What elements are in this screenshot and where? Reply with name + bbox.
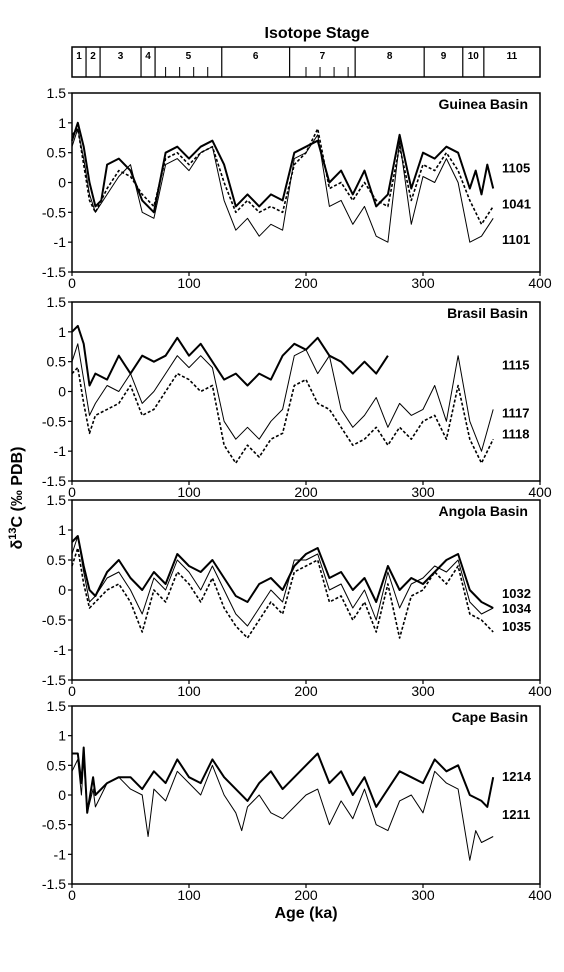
x-tick-label: 200 (294, 484, 318, 500)
y-tick-label: 1.5 (47, 294, 67, 310)
stage-label-5: 5 (186, 51, 192, 62)
y-tick-label: -0.5 (42, 612, 66, 628)
y-tick-label: 0 (58, 175, 66, 191)
basin-title: Guinea Basin (439, 96, 528, 112)
x-tick-label: 400 (528, 275, 552, 291)
series-label-1211: 1211 (502, 807, 530, 822)
series-line-1032 (71, 535, 494, 609)
stage-label-2: 2 (90, 51, 96, 62)
series-label-1117: 1117 (502, 405, 530, 420)
x-tick-label: 400 (528, 683, 552, 699)
x-tick-label: 200 (294, 683, 318, 699)
basin-title: Angola Basin (439, 503, 528, 519)
series-label-1032: 1032 (502, 586, 531, 601)
panel-brasil-basin: -1.5 -1 -0.5 0 0.5 1 1.5 0 100 200 300 400 Brasil Ba… (42, 294, 552, 500)
panel-guinea-basin: -1.5 -1 -0.5 0 0.5 1 1.5 0 100 200 300 400 Guinea Ba… (42, 85, 552, 291)
series-line-1041 (71, 128, 494, 226)
stage-label-11: 11 (507, 51, 518, 62)
y-tick-label: 0 (58, 582, 66, 598)
x-tick-label: 0 (68, 683, 76, 699)
series-line-1034 (71, 535, 494, 627)
y-tick-label: 1 (58, 522, 66, 538)
stage-label-3: 3 (118, 51, 124, 62)
y-tick-label: 1 (58, 324, 66, 340)
x-tick-label: 200 (294, 887, 318, 903)
y-tick-label: -0.5 (42, 413, 66, 429)
series-label-1105: 1105 (502, 161, 530, 176)
series-label-1034: 1034 (502, 601, 532, 616)
x-tick-label: 300 (411, 683, 435, 699)
x-tick-label: 200 (294, 275, 318, 291)
basin-title: Brasil Basin (447, 305, 528, 321)
y-tick-label: -1 (54, 234, 67, 250)
y-tick-label: -1 (54, 642, 67, 658)
series-label-1041: 1041 (502, 196, 531, 211)
series-line-1105 (71, 121, 495, 214)
y-tick-label: 0.5 (47, 354, 67, 370)
x-tick-label: 400 (528, 484, 552, 500)
series-label-1115: 1115 (502, 358, 530, 373)
y-axis-title: δ13C (‰ PDB) (7, 447, 26, 550)
y-tick-label: -1 (54, 443, 67, 459)
x-axis-title: Age (ka) (274, 905, 337, 922)
x-tick-label: 0 (68, 887, 76, 903)
series-line-1101 (71, 128, 494, 243)
y-tick-label: -1.5 (42, 264, 66, 280)
stage-label-9: 9 (441, 51, 447, 62)
isotope-stage-title: Isotope Stage (265, 25, 370, 42)
x-tick-label: 0 (68, 484, 76, 500)
y-tick-label: -1 (54, 846, 67, 862)
isotope-stage-bar: 1 2 3 4 5 6 7 8 9 10 11 (71, 46, 541, 78)
x-tick-label: 300 (411, 484, 435, 500)
panel-cape-basin: -1.5 -1 -0.5 0 0.5 1 1.5 0 100 200 300 400 Cape Basi… (42, 698, 552, 903)
y-tick-label: 0.5 (47, 552, 67, 568)
y-tick-label: 1.5 (47, 698, 67, 714)
x-tick-label: 0 (68, 275, 76, 291)
y-tick-label: 1.5 (47, 492, 67, 508)
series-line-1214 (72, 746, 495, 814)
y-tick-label: -0.5 (42, 204, 66, 220)
plot-frame (71, 301, 541, 482)
x-tick-label: 100 (177, 484, 201, 500)
series-line-1117 (71, 343, 494, 452)
panel-angola-basin: -1.5 -1 -0.5 0 0.5 1 1.5 0 100 200 300 400 Angola Ba… (42, 492, 552, 699)
x-tick-label: 100 (177, 683, 201, 699)
series-label-1035: 1035 (502, 619, 531, 634)
y-tick-label: 1.5 (47, 85, 67, 101)
y-tick-label: 0.5 (47, 145, 67, 161)
basin-title: Cape Basin (452, 709, 528, 725)
y-tick-label: 1 (58, 728, 66, 744)
series-label-1214: 1214 (502, 769, 532, 784)
y-tick-label: 0 (58, 384, 66, 400)
y-tick-label: -1.5 (42, 473, 66, 489)
series-line-1035 (71, 547, 494, 639)
y-tick-label: 0.5 (47, 757, 67, 773)
stage-label-7: 7 (320, 51, 326, 62)
stage-label-6: 6 (253, 51, 259, 62)
x-tick-label: 400 (528, 887, 552, 903)
series-label-1101: 1101 (502, 232, 530, 247)
stage-label-8: 8 (387, 51, 393, 62)
stage-label-1: 1 (76, 51, 82, 62)
series-line-1118 (71, 366, 494, 464)
series-label-1118: 1118 (502, 426, 530, 441)
y-tick-label: 1 (58, 115, 66, 131)
series-line-1115 (71, 324, 389, 387)
stage-label-10: 10 (468, 51, 480, 62)
y-tick-label: -1.5 (42, 876, 66, 892)
series-line-1211 (71, 758, 494, 861)
plot-frame (71, 92, 541, 273)
y-tick-label: 0 (58, 787, 66, 803)
x-tick-label: 300 (411, 275, 435, 291)
stage-label-4: 4 (145, 51, 151, 62)
y-tick-label: -1.5 (42, 672, 66, 688)
x-tick-label: 300 (411, 887, 435, 903)
y-tick-label: -0.5 (42, 817, 66, 833)
x-tick-label: 100 (177, 275, 201, 291)
x-tick-label: 100 (177, 887, 201, 903)
